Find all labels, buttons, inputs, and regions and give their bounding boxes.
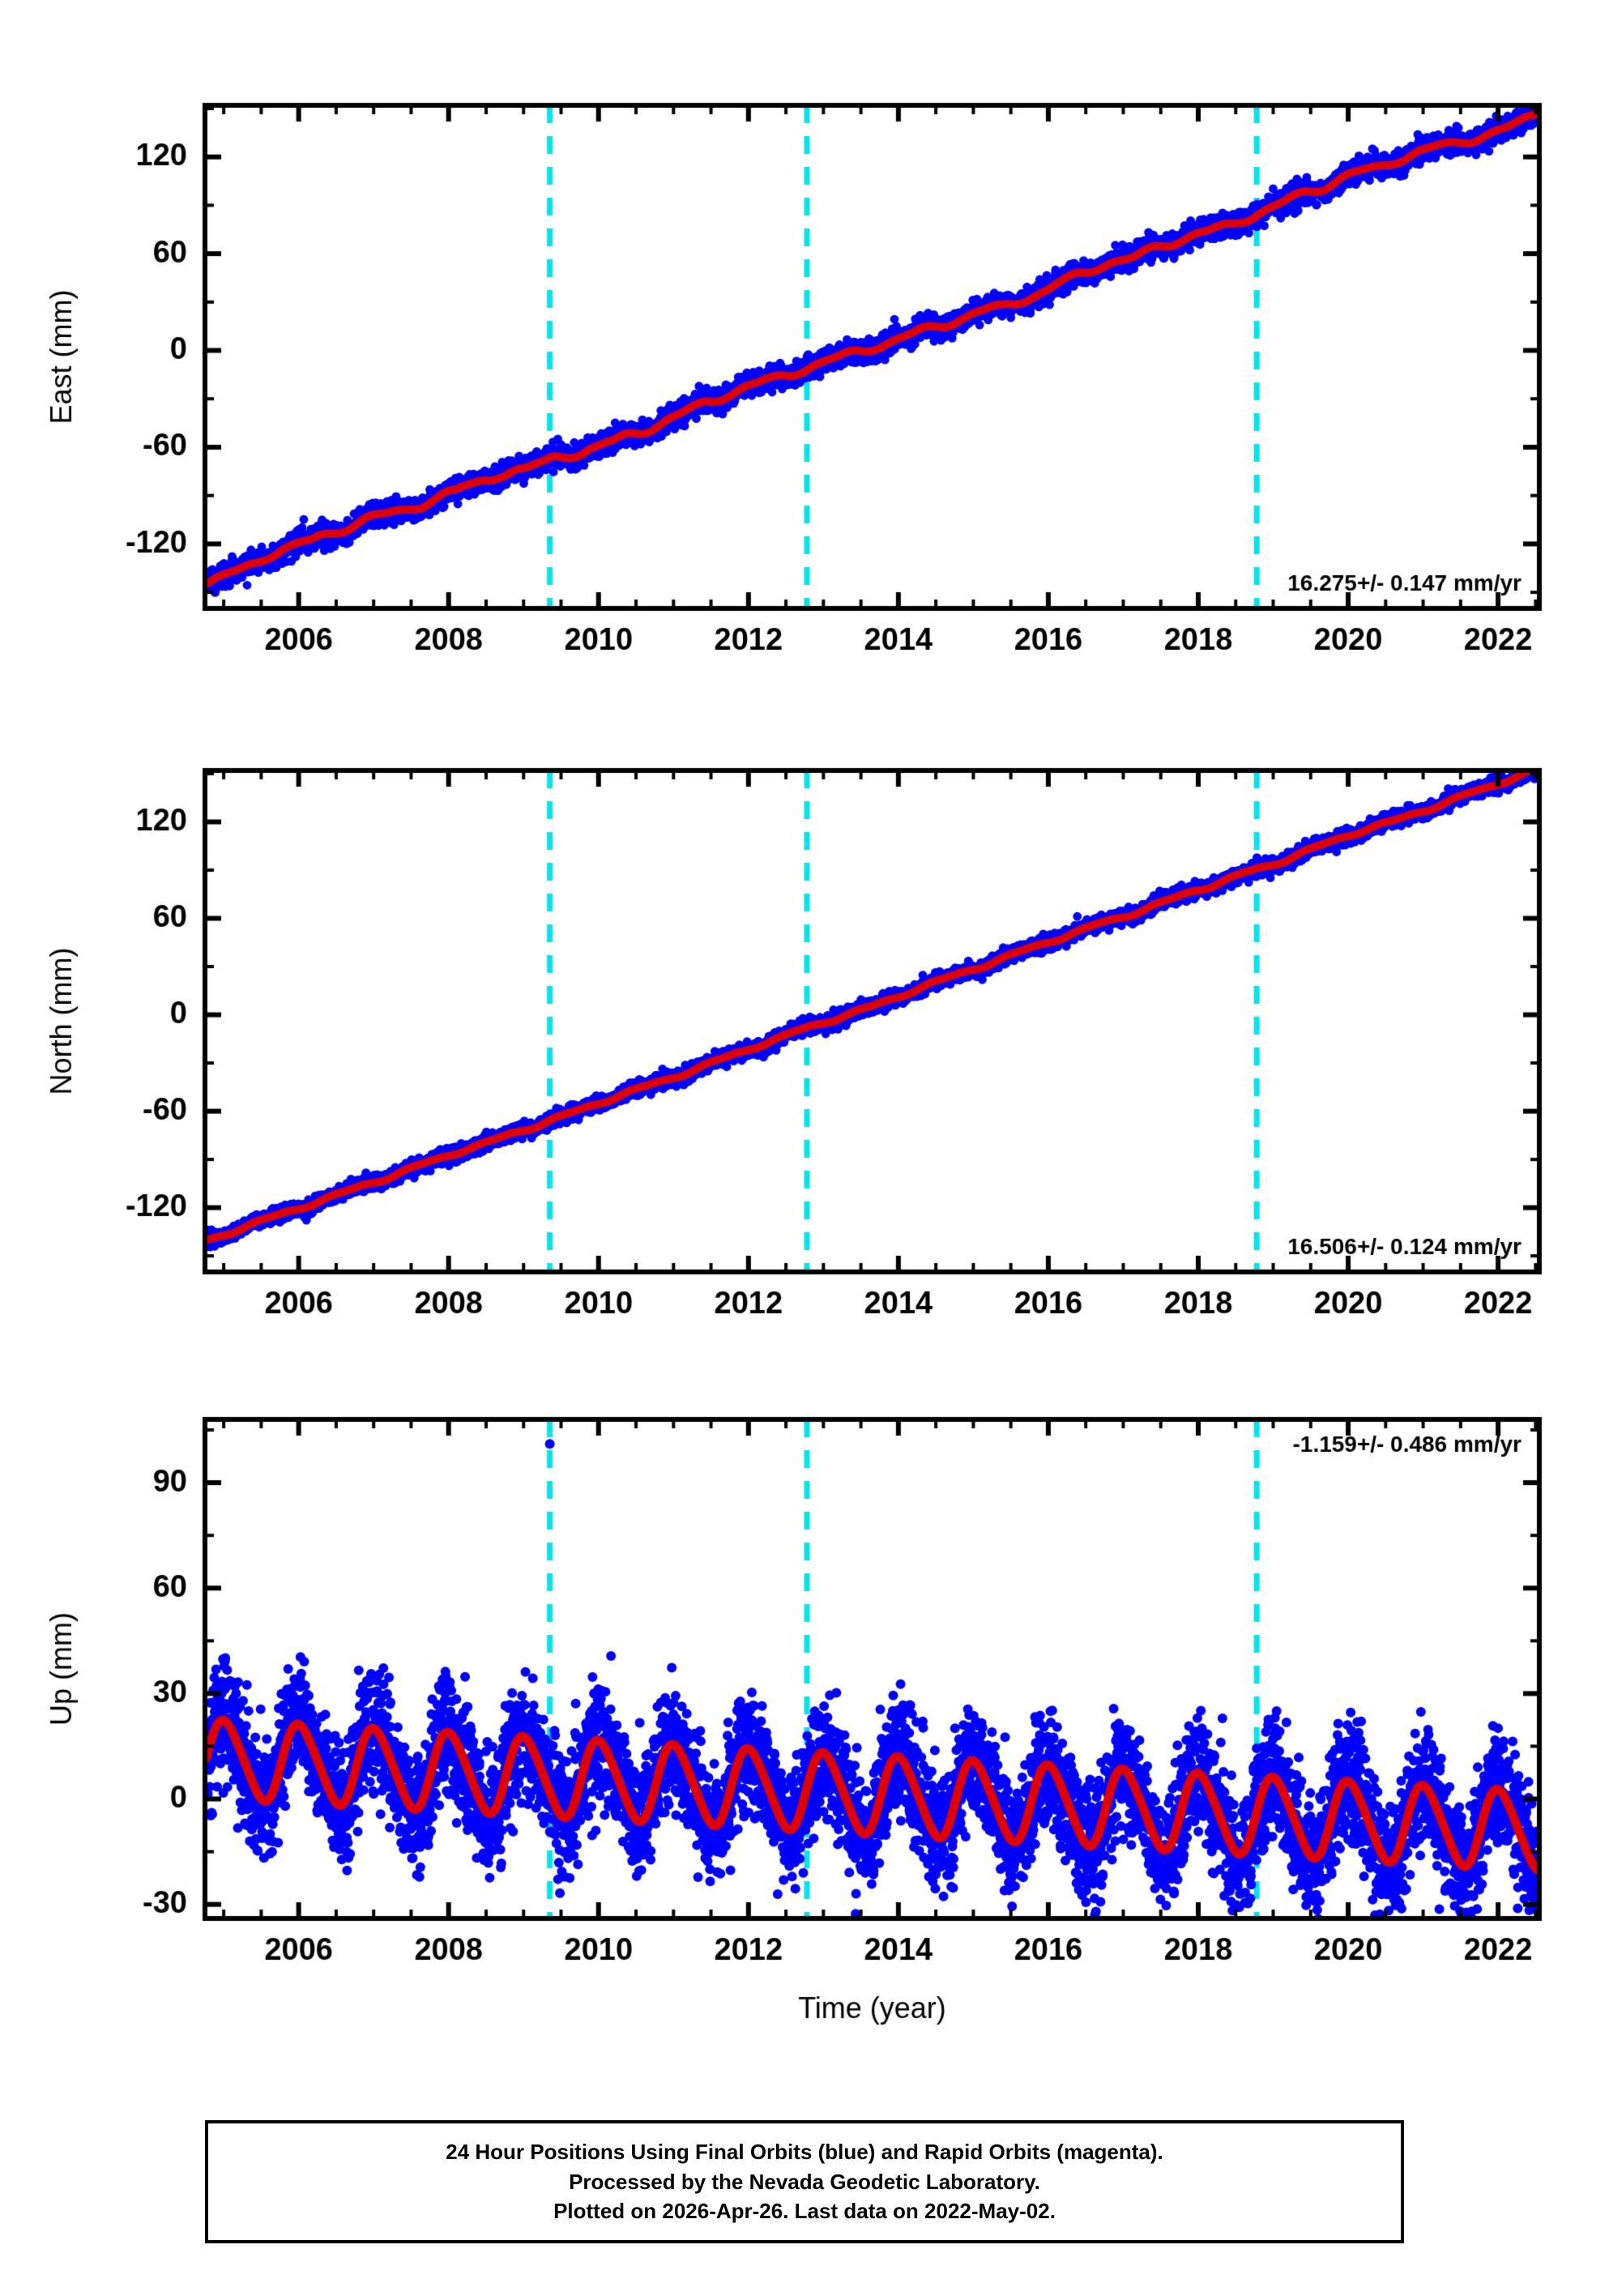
footer-caption-box: 24 Hour Positions Using Final Orbits (bl… xyxy=(205,2120,1404,2243)
footer-line-processor: Processed by the Nevada Geodetic Laborat… xyxy=(569,2169,1040,2194)
footer-line-orbits: 24 Hour Positions Using Final Orbits (bl… xyxy=(446,2139,1163,2164)
footer-line-dates: Plotted on 2026-Apr-26. Last data on 202… xyxy=(553,2199,1056,2224)
